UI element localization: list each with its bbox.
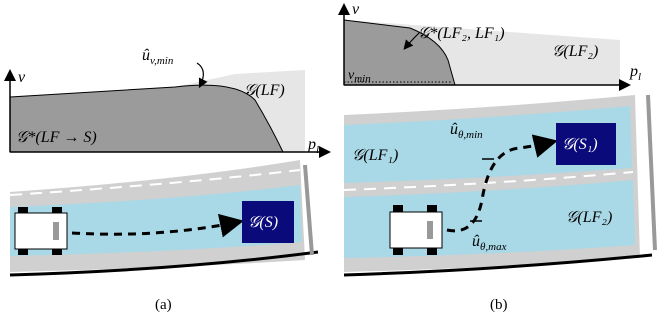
panel-a-plot: v pl ûv,min 𝒢(LF) 𝒢*(LF → S): [10, 47, 328, 156]
region-light-label: 𝒢(LF): [244, 82, 285, 99]
region-dark-label: 𝒢*(LF₂, LF₁): [418, 25, 505, 42]
caption: (a): [155, 297, 172, 313]
lane-lower-label: 𝒢(LF₂): [566, 209, 612, 226]
p-axis-label: pl: [307, 136, 319, 156]
panel-b-plot: v pl 𝒢*(LF₂, LF₁) 𝒢(LF₂) vmin: [344, 1, 641, 85]
goal-label: 𝒢(S₁): [562, 136, 598, 153]
caption: (b): [490, 297, 508, 313]
p-axis-label: pl: [629, 63, 641, 83]
v-axis-label: v: [352, 1, 360, 18]
lane-upper-label: 𝒢(LF₁): [352, 147, 398, 164]
region-light-label: 𝒢(LF₂): [552, 43, 598, 60]
region-dark-label: 𝒢*(LF → S): [16, 129, 97, 146]
goal-label: 𝒢(S): [248, 214, 278, 231]
figure: v pl ûv,min 𝒢(LF) 𝒢*(LF → S) 𝒢(S) (a) v …: [0, 0, 665, 324]
bound-label: ûv,min: [142, 47, 174, 67]
v-axis-label: v: [18, 69, 26, 86]
panel-a-road: 𝒢(S) (a): [10, 160, 318, 313]
panel-b-road: 𝒢(S₁) 𝒢(LF₁) 𝒢(LF₂) ûθ,min ûθ,max (b): [344, 95, 655, 313]
